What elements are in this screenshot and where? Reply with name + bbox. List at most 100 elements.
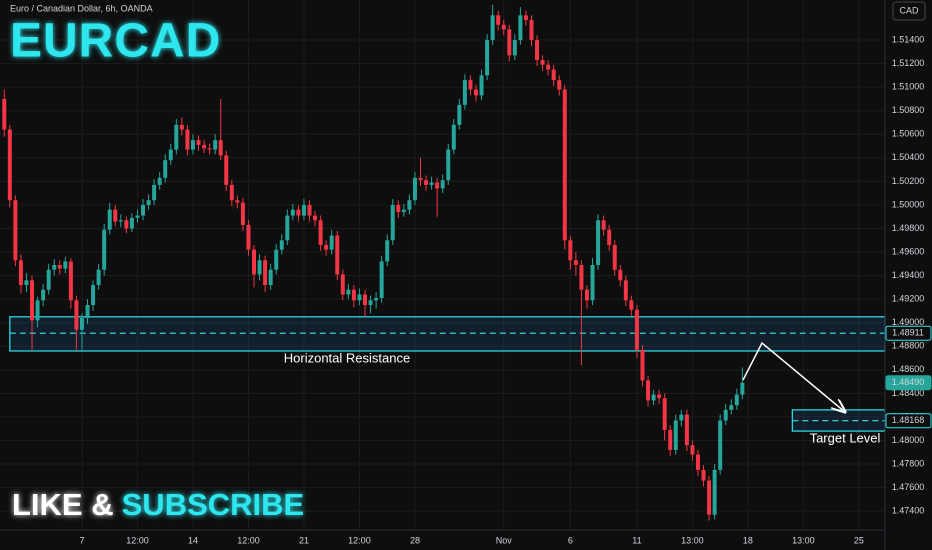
- footer-subscribe: SUBSCRIBE: [122, 487, 305, 522]
- price-tag-label: 1.48168: [892, 415, 925, 425]
- candle-body: [102, 229, 107, 270]
- candle-body: [13, 200, 18, 261]
- candle-body: [396, 204, 401, 212]
- y-tick-label: 1.49600: [892, 246, 925, 256]
- candle-body: [673, 420, 678, 450]
- candle-body: [379, 261, 384, 298]
- x-tick-label: 28: [410, 535, 420, 545]
- candle-body: [557, 80, 562, 90]
- candle-body: [623, 280, 628, 301]
- footer: LIKE & SUBSCRIBE: [12, 487, 304, 522]
- candle-body: [646, 380, 651, 401]
- candle-body: [512, 40, 517, 56]
- candle-body: [412, 177, 417, 201]
- candle-body: [124, 220, 129, 229]
- y-tick-label: 1.50400: [892, 152, 925, 162]
- candle-body: [662, 398, 667, 430]
- candle-body: [435, 182, 440, 189]
- candle-body: [374, 297, 379, 301]
- x-tick-label: 21: [299, 535, 309, 545]
- footer-like: LIKE &: [12, 487, 114, 522]
- candle-body: [2, 98, 7, 130]
- candle-body: [174, 124, 179, 150]
- candle-body: [240, 202, 245, 225]
- candle-body: [146, 200, 151, 205]
- candle-body: [568, 240, 573, 261]
- candle-body: [351, 289, 356, 301]
- x-tick-label: 12:00: [237, 535, 260, 545]
- y-tick-label: 1.50000: [892, 199, 925, 209]
- candle-body: [723, 409, 728, 421]
- candle-body: [590, 265, 595, 301]
- zone-label: Horizontal Resistance: [284, 350, 410, 365]
- candle-body: [335, 235, 340, 275]
- candle-body: [96, 269, 101, 286]
- candle-body: [485, 40, 490, 76]
- candle-body: [113, 209, 118, 222]
- candle-body: [279, 240, 284, 250]
- candle-body: [362, 294, 367, 306]
- candle-body: [202, 144, 207, 149]
- candle-body: [429, 182, 434, 185]
- zone-label: Target Level: [810, 431, 881, 446]
- candle-body: [268, 269, 273, 286]
- candle-body: [7, 129, 12, 201]
- candle-body: [596, 220, 601, 265]
- candle-body: [501, 24, 506, 30]
- candle-body: [562, 89, 567, 241]
- candle-body: [368, 300, 373, 306]
- x-tick-label: 13:00: [792, 535, 815, 545]
- y-tick-label: 1.49400: [892, 270, 925, 280]
- candle-body: [734, 394, 739, 406]
- candle-body: [468, 80, 473, 90]
- candle-body: [357, 294, 362, 301]
- candle-body: [462, 80, 467, 105]
- candle-body: [523, 15, 528, 21]
- candle-body: [418, 177, 423, 181]
- candle-body: [668, 429, 673, 450]
- labels: 1.474001.476001.478001.480001.482001.484…: [79, 34, 932, 545]
- candle-body: [152, 184, 157, 201]
- candle-body: [46, 269, 51, 290]
- candle-body: [252, 249, 257, 275]
- symbol-header: Euro / Canadian Dollar, 6h, OANDA: [10, 3, 153, 13]
- y-tick-label: 1.47400: [892, 506, 925, 516]
- candle-body: [657, 394, 662, 399]
- candle-body: [629, 300, 634, 310]
- candle-body: [190, 140, 195, 150]
- candle-body: [52, 265, 57, 270]
- currency-label[interactable]: CAD: [899, 5, 919, 15]
- candle-body: [490, 15, 495, 41]
- candle-body: [235, 200, 240, 203]
- y-tick-label: 1.47800: [892, 458, 925, 468]
- candle-body: [718, 420, 723, 470]
- candle-body: [68, 261, 73, 301]
- candle-body: [651, 394, 656, 401]
- candle-body: [274, 249, 279, 270]
- candle-body: [307, 204, 312, 216]
- candle-body: [35, 300, 40, 321]
- candle-body: [224, 155, 229, 185]
- candle-body: [340, 274, 345, 295]
- y-tick-label: 1.51000: [892, 82, 925, 92]
- price-tag-label: 1.48490: [892, 377, 925, 387]
- x-tick-label: 6: [568, 535, 573, 545]
- candle-body: [701, 469, 706, 481]
- candle-body: [185, 129, 190, 150]
- currency-box[interactable]: [892, 1, 926, 21]
- candle-body: [346, 289, 351, 295]
- candle-body: [612, 244, 617, 270]
- candle-body: [141, 204, 146, 216]
- price-tag: [885, 375, 932, 391]
- candle-body: [424, 180, 429, 185]
- price-tag: [885, 413, 932, 429]
- candle-body: [74, 300, 79, 330]
- y-tick-label: 1.47600: [892, 482, 925, 492]
- y-tick-label: 1.49800: [892, 223, 925, 233]
- y-tick-label: 1.48800: [892, 341, 925, 351]
- symbol-title: EURCAD: [10, 15, 221, 68]
- x-tick-label: 11: [632, 535, 641, 545]
- candle-body: [118, 220, 123, 222]
- candle-body: [535, 40, 540, 61]
